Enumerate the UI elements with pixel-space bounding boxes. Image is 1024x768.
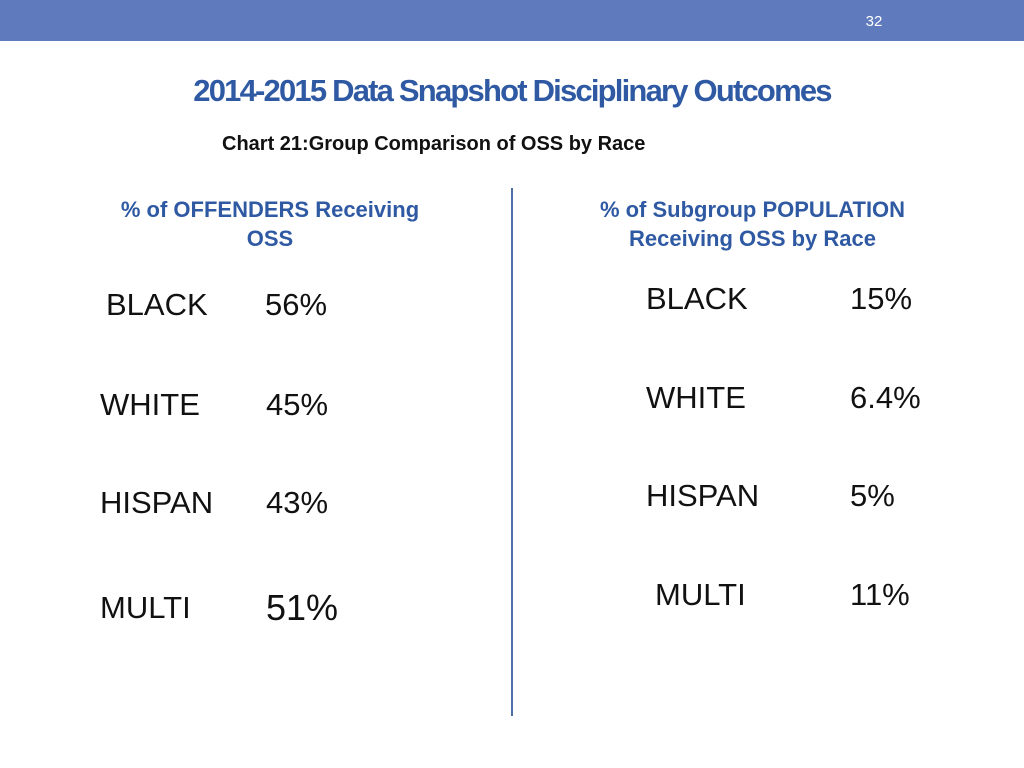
population-row-hispan: HISPAN 5%	[646, 477, 1024, 533]
percentage-value: 6.4%	[850, 380, 921, 415]
page-number: 32	[865, 13, 883, 30]
offenders-row-white: WHITE 45%	[100, 386, 520, 442]
percentage-value: 45%	[266, 387, 329, 422]
race-label: MULTI	[100, 590, 191, 625]
race-label: HISPAN	[646, 478, 760, 513]
percentage-value: 15%	[850, 281, 913, 316]
percentage-value: 51%	[266, 587, 339, 628]
percentage-value: 43%	[266, 485, 329, 520]
population-row-multi: MULTI 11%	[655, 576, 1024, 632]
slide-header-bar: 32	[0, 0, 1024, 41]
race-label: HISPAN	[100, 485, 214, 520]
percentage-value: 11%	[850, 577, 910, 612]
race-label: BLACK	[646, 281, 748, 316]
population-row-white: WHITE 6.4%	[646, 379, 1024, 435]
slide-title: 2014-2015 Data Snapshot Disciplinary Out…	[193, 73, 832, 108]
population-column-heading: % of Subgroup POPULATION Receiving OSS b…	[599, 197, 906, 251]
percentage-value: 56%	[265, 287, 328, 322]
chart-subtitle: Chart 21:Group Comparison of OSS by Race	[222, 133, 646, 155]
offenders-row-multi: MULTI 51%	[100, 589, 520, 645]
column-divider	[511, 188, 513, 716]
offenders-row-black: BLACK 56%	[106, 286, 526, 342]
race-label: WHITE	[100, 387, 200, 422]
percentage-value: 5%	[850, 478, 895, 513]
race-label: WHITE	[646, 380, 746, 415]
population-row-black: BLACK 15%	[646, 280, 1024, 336]
race-label: BLACK	[106, 287, 208, 322]
offenders-row-hispan: HISPAN 43%	[100, 484, 520, 540]
offenders-column-heading: % of OFFENDERS Receiving OSS	[120, 197, 420, 251]
race-label: MULTI	[655, 577, 746, 612]
